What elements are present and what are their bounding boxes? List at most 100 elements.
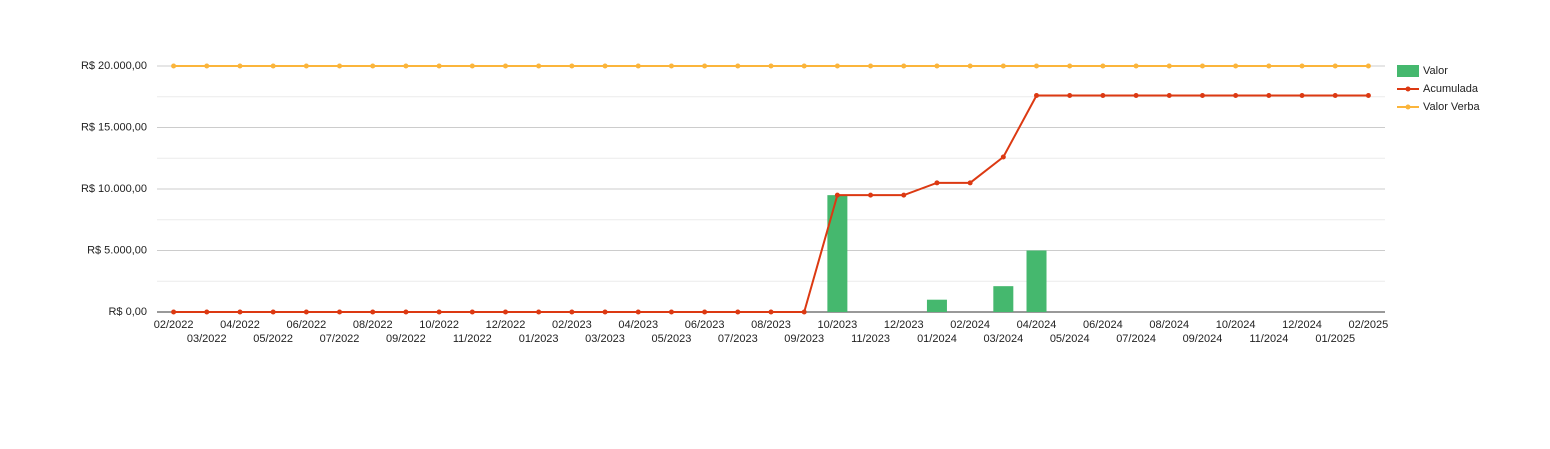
y-tick-label: R$ 0,00 (108, 306, 147, 318)
legend-label: Acumulada (1423, 83, 1479, 95)
point (967, 180, 973, 186)
point (1299, 63, 1305, 69)
x-tick-label: 10/2023 (817, 319, 857, 331)
point (469, 63, 475, 69)
x-tick-label: 11/2022 (453, 333, 492, 345)
point (1266, 93, 1272, 99)
x-tick-label: 06/2022 (286, 319, 326, 331)
point (1332, 63, 1338, 69)
point (536, 309, 542, 315)
point (337, 63, 343, 69)
x-tick-label: 07/2024 (1116, 333, 1156, 345)
point (569, 63, 575, 69)
x-tick-label: 09/2022 (386, 333, 426, 345)
x-tick-label: 07/2023 (718, 333, 758, 345)
point (270, 309, 276, 315)
point (702, 63, 708, 69)
point (1067, 63, 1073, 69)
point (967, 63, 973, 69)
point (602, 63, 608, 69)
y-tick-label: R$ 15.000,00 (81, 121, 147, 133)
point (1133, 63, 1139, 69)
x-tick-label: 01/2024 (917, 333, 957, 345)
point (635, 309, 641, 315)
point (1133, 93, 1139, 99)
x-tick-label: 12/2024 (1282, 319, 1322, 331)
x-tick-label: 08/2024 (1149, 319, 1189, 331)
point (502, 309, 508, 315)
x-tick-label: 02/2022 (154, 319, 194, 331)
point (502, 63, 508, 69)
legend-swatch (1405, 104, 1411, 110)
point (1365, 63, 1371, 69)
point (834, 63, 840, 69)
x-tick-label: 11/2023 (851, 333, 890, 345)
point (303, 63, 309, 69)
point (270, 63, 276, 69)
point (735, 63, 741, 69)
point (834, 192, 840, 198)
point (702, 309, 708, 315)
point (337, 309, 343, 315)
x-tick-label: 05/2024 (1050, 333, 1090, 345)
point (171, 63, 177, 69)
point (1000, 63, 1006, 69)
x-tick-label: 12/2022 (486, 319, 526, 331)
point (1332, 93, 1338, 99)
bar (926, 299, 947, 312)
x-tick-label: 01/2025 (1315, 333, 1355, 345)
x-tick-label: 02/2025 (1349, 319, 1389, 331)
point (668, 63, 674, 69)
point (1067, 93, 1073, 99)
point (668, 309, 674, 315)
bar (827, 195, 848, 312)
x-tick-label: 09/2024 (1183, 333, 1223, 345)
point (569, 309, 575, 315)
point (868, 192, 874, 198)
point (1166, 63, 1172, 69)
x-tick-label: 08/2022 (353, 319, 393, 331)
legend-swatch (1405, 86, 1411, 92)
point (1199, 63, 1205, 69)
x-tick-label: 01/2023 (519, 333, 559, 345)
point (602, 309, 608, 315)
x-tick-label: 04/2022 (220, 319, 260, 331)
point (204, 63, 210, 69)
point (1365, 93, 1371, 99)
point (536, 63, 542, 69)
x-tick-label: 06/2024 (1083, 319, 1123, 331)
point (1166, 93, 1172, 99)
point (237, 309, 243, 315)
point (436, 309, 442, 315)
point (403, 63, 409, 69)
point (171, 309, 177, 315)
x-tick-label: 02/2023 (552, 319, 592, 331)
x-tick-label: 10/2024 (1216, 319, 1256, 331)
point (868, 63, 874, 69)
point (735, 309, 741, 315)
x-tick-label: 04/2024 (1017, 319, 1057, 331)
x-tick-label: 11/2024 (1249, 333, 1288, 345)
legend-label: Valor Verba (1423, 101, 1481, 113)
legend-swatch (1397, 65, 1419, 77)
point (303, 309, 309, 315)
point (901, 192, 907, 198)
point (1199, 93, 1205, 99)
x-tick-label: 03/2024 (983, 333, 1023, 345)
bar (993, 286, 1014, 312)
x-tick-label: 02/2024 (950, 319, 990, 331)
point (768, 63, 774, 69)
point (237, 63, 243, 69)
point (1299, 93, 1305, 99)
x-tick-label: 08/2023 (751, 319, 791, 331)
point (801, 63, 807, 69)
point (1266, 63, 1272, 69)
point (1100, 93, 1106, 99)
x-tick-label: 05/2023 (652, 333, 692, 345)
point (901, 63, 907, 69)
x-tick-label: 05/2022 (253, 333, 293, 345)
x-tick-label: 06/2023 (685, 319, 725, 331)
x-tick-label: 03/2023 (585, 333, 625, 345)
x-tick-label: 04/2023 (618, 319, 658, 331)
